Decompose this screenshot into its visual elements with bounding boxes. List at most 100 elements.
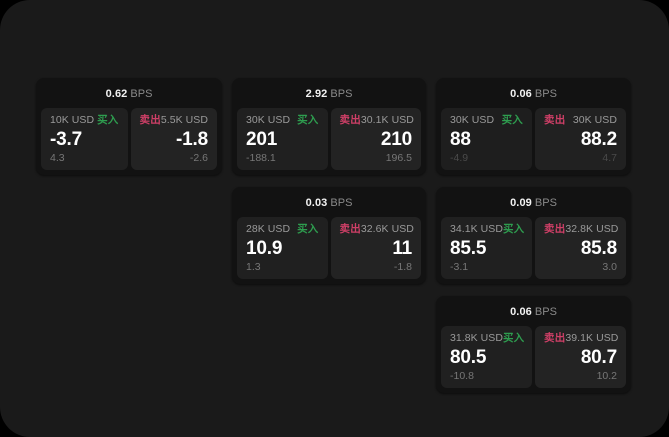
bps-value: 0.62 [105, 88, 128, 100]
bid-panel[interactable]: 31.8K USD 买入 80.5 -10.8 [441, 326, 532, 388]
ask-panel-header: 卖出 5.5K USD [140, 115, 209, 126]
spread-card[interactable]: 0.09 BPS 34.1K USD 买入 85.5 -3.1 卖出 32.8K USD 85.… [436, 187, 631, 284]
spread-card[interactable]: 0.03 BPS 28K USD 买入 10.9 1.3 卖出 32.6K USD 11 -1.8 [232, 187, 426, 284]
card-bps-header: 0.09 BPS [441, 193, 626, 217]
bps-unit-label: BPS [534, 306, 557, 318]
bid-price: 88 [450, 129, 471, 150]
buy-action-label[interactable]: 买入 [297, 223, 319, 235]
sell-action-label[interactable]: 卖出 [339, 223, 361, 235]
buy-action-label[interactable]: 买入 [297, 114, 319, 126]
bid-size-label: 30K USD [246, 114, 291, 126]
buy-action-label[interactable]: 买入 [97, 114, 119, 126]
ask-price: -1.8 [176, 129, 208, 150]
sell-action-label[interactable]: 卖出 [544, 332, 566, 344]
ask-panel[interactable]: 卖出 32.6K USD 11 -1.8 [330, 217, 421, 279]
bid-delta: -10.8 [450, 369, 474, 382]
card-bps-header: 0.06 BPS [441, 302, 626, 326]
spread-card[interactable]: 0.62 BPS 10K USD 买入 -3.7 4.3 卖出 5.5K USD -1.8 -2.… [36, 78, 222, 175]
ask-delta: 3.0 [602, 260, 617, 273]
ask-delta: 196.5 [385, 151, 412, 164]
ask-size-label: 5.5K USD [160, 114, 208, 126]
ask-panel-header: 卖出 32.6K USD [339, 223, 414, 235]
ask-delta: 4.7 [602, 151, 617, 164]
card-bps-header: 0.06 BPS [441, 84, 626, 108]
ask-delta: -2.6 [189, 151, 208, 164]
card-bps-header: 0.62 BPS [41, 84, 217, 108]
ask-price: 80.7 [580, 347, 617, 368]
bid-price: 201 [246, 129, 278, 150]
sell-action-label[interactable]: 卖出 [544, 114, 566, 126]
card-body: 30K USD 买入 88 -4.9 卖出 30K USD 88.2 4.7 [441, 108, 626, 170]
ask-size-label: 30.1K USD [360, 114, 414, 126]
ask-size-label: 39.1K USD [565, 332, 619, 344]
ask-panel-header: 卖出 39.1K USD [544, 332, 619, 344]
bps-value: 0.09 [510, 197, 532, 209]
bid-price: 85.5 [450, 238, 487, 259]
bid-delta: 4.3 [50, 151, 65, 164]
card-body: 30K USD 买入 201 -188.1 卖出 30.1K USD 210 196.5 [237, 108, 421, 170]
bps-unit-label: BPS [534, 88, 557, 100]
bid-panel-header: 34.1K USD 买入 [450, 223, 525, 235]
bid-size-label: 31.8K USD [450, 332, 503, 344]
ask-panel[interactable]: 卖出 32.8K USD 85.8 3.0 [535, 217, 626, 279]
bid-price: 10.9 [246, 238, 283, 259]
card-column-1: 0.62 BPS 10K USD 买入 -3.7 4.3 卖出 5.5K USD -1.8 -2.… [36, 78, 222, 175]
bid-size-label: 10K USD [50, 114, 95, 126]
ask-panel[interactable]: 卖出 30K USD 88.2 4.7 [535, 108, 626, 170]
ask-price: 210 [380, 129, 412, 150]
bid-size-label: 34.1K USD [450, 223, 503, 235]
ask-panel[interactable]: 卖出 39.1K USD 80.7 10.2 [535, 326, 626, 388]
bps-unit-label: BPS [534, 197, 557, 209]
card-body: 10K USD 买入 -3.7 4.3 卖出 5.5K USD -1.8 -2.6 [41, 108, 217, 170]
ask-size-label: 30K USD [572, 114, 617, 126]
bid-panel[interactable]: 10K USD 买入 -3.7 4.3 [41, 108, 128, 170]
card-body: 28K USD 买入 10.9 1.3 卖出 32.6K USD 11 -1.8 [237, 217, 421, 279]
bid-panel[interactable]: 28K USD 买入 10.9 1.3 [237, 217, 328, 279]
bid-panel-header: 28K USD 买入 [246, 224, 319, 235]
bid-panel[interactable]: 30K USD 买入 201 -188.1 [237, 108, 328, 170]
ask-panel-header: 卖出 30K USD [544, 115, 617, 126]
spread-card[interactable]: 0.06 BPS 31.8K USD 买入 80.5 -10.8 卖出 39.1K USD 80… [436, 296, 631, 393]
ask-price: 11 [392, 238, 412, 259]
bps-unit-label: BPS [330, 88, 353, 100]
card-bps-header: 2.92 BPS [237, 84, 421, 108]
buy-action-label[interactable]: 买入 [502, 223, 525, 235]
sell-action-label[interactable]: 卖出 [339, 114, 361, 126]
bid-panel[interactable]: 34.1K USD 买入 85.5 -3.1 [441, 217, 532, 279]
card-bps-header: 0.03 BPS [237, 193, 421, 217]
spread-card[interactable]: 0.06 BPS 30K USD 买入 88 -4.9 卖出 30K USD 88.2 4.7 [436, 78, 631, 175]
bid-delta: -188.1 [246, 151, 276, 164]
card-body: 31.8K USD 买入 80.5 -10.8 卖出 39.1K USD 80.7 10.2 [441, 326, 626, 388]
bps-value: 2.92 [305, 88, 328, 100]
ask-panel[interactable]: 卖出 5.5K USD -1.8 -2.6 [130, 108, 217, 170]
bid-size-label: 30K USD [450, 114, 495, 126]
bps-unit-label: BPS [130, 88, 153, 100]
bps-unit-label: BPS [330, 197, 353, 209]
sell-action-label[interactable]: 卖出 [544, 223, 566, 235]
buy-action-label[interactable]: 买入 [502, 332, 525, 344]
spread-card[interactable]: 2.92 BPS 30K USD 买入 201 -188.1 卖出 30.1K USD 210 1… [232, 78, 426, 175]
card-column-3: 0.06 BPS 30K USD 买入 88 -4.9 卖出 30K USD 88.2 4.7 0.… [436, 78, 631, 393]
bid-panel[interactable]: 30K USD 买入 88 -4.9 [441, 108, 532, 170]
bid-delta: 1.3 [246, 260, 261, 273]
bps-value: 0.06 [510, 88, 532, 100]
card-body: 34.1K USD 买入 85.5 -3.1 卖出 32.8K USD 85.8 3.0 [441, 217, 626, 279]
bid-panel-header: 31.8K USD 买入 [450, 332, 525, 344]
ask-panel[interactable]: 卖出 30.1K USD 210 196.5 [330, 108, 421, 170]
buy-action-label[interactable]: 买入 [501, 114, 523, 126]
ask-delta: -1.8 [393, 260, 412, 273]
bid-delta: -3.1 [450, 260, 469, 273]
spread-card-board: 0.62 BPS 10K USD 买入 -3.7 4.3 卖出 5.5K USD -1.8 -2.… [36, 78, 639, 393]
ask-size-label: 32.6K USD [360, 223, 414, 235]
sell-action-label[interactable]: 卖出 [139, 114, 161, 126]
bid-panel-header: 30K USD 买入 [450, 115, 523, 126]
bid-price: -3.7 [50, 129, 82, 150]
bid-panel-header: 10K USD 买入 [50, 115, 119, 126]
bps-value: 0.03 [305, 197, 328, 209]
ask-price: 88.2 [580, 129, 617, 150]
ask-size-label: 32.8K USD [565, 223, 619, 235]
ask-panel-header: 卖出 32.8K USD [544, 223, 619, 235]
bid-size-label: 28K USD [246, 223, 291, 235]
bid-delta: -4.9 [450, 151, 469, 164]
